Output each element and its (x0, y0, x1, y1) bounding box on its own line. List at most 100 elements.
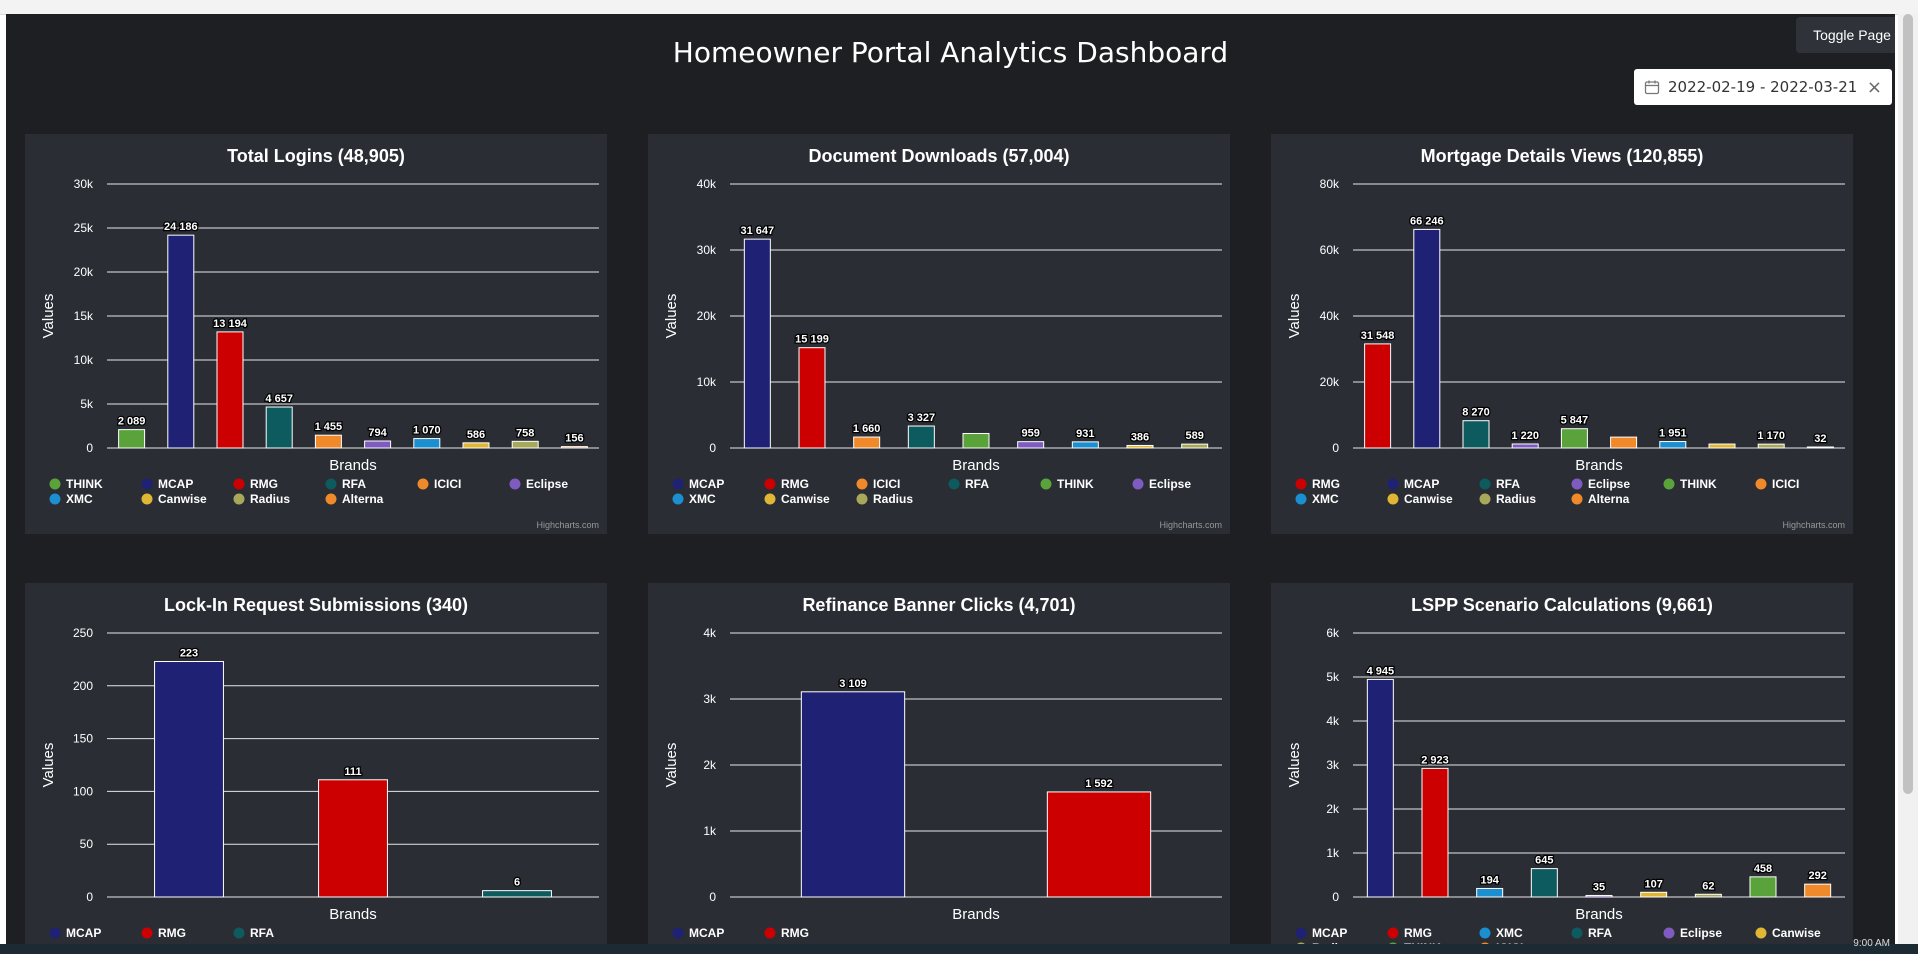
legend-marker-canwise[interactable] (141, 493, 153, 505)
scrollbar-thumb[interactable] (1903, 14, 1913, 794)
legend-marker-eclipse[interactable] (1571, 478, 1583, 490)
bar-mcap[interactable] (167, 234, 195, 449)
legend-marker-rmg[interactable] (1295, 478, 1307, 490)
bar-xmc[interactable] (413, 438, 441, 449)
bar-mcap[interactable] (154, 661, 224, 898)
bar-rmg[interactable] (1364, 343, 1392, 449)
legend-marker-xmc[interactable] (672, 493, 684, 505)
legend-marker-rfa[interactable] (948, 478, 960, 490)
legend-marker-rmg[interactable] (764, 927, 776, 939)
legend-marker-eclipse[interactable] (1132, 478, 1144, 490)
bar-canwise[interactable] (1126, 444, 1154, 449)
bar-icici[interactable] (1804, 883, 1832, 898)
bar-think[interactable] (1560, 428, 1588, 449)
data-label: 4 945 (1367, 665, 1395, 677)
bar-icici[interactable] (314, 434, 342, 449)
legend-marker-rfa[interactable] (1479, 478, 1491, 490)
legend-marker-eclipse[interactable] (1663, 927, 1675, 939)
legend-item-think: THINK (1057, 477, 1094, 491)
legend-marker-rmg[interactable] (141, 927, 153, 939)
y-tick-label: 40k (697, 177, 717, 191)
legend-marker-icici[interactable] (856, 478, 868, 490)
legend-marker-radius[interactable] (233, 493, 245, 505)
bar-think[interactable] (962, 432, 990, 449)
legend-item-think: THINK (66, 477, 103, 491)
bar-think[interactable] (118, 429, 146, 449)
legend-marker-rfa[interactable] (1571, 927, 1583, 939)
bar-canwise[interactable] (1640, 891, 1668, 898)
legend-marker-think[interactable] (49, 478, 61, 490)
bar-icici[interactable] (853, 436, 881, 449)
legend-marker-alterna[interactable] (1571, 493, 1583, 505)
bar-rfa[interactable] (1462, 420, 1490, 449)
bar-rmg[interactable] (1421, 767, 1449, 898)
bar-alterna[interactable] (560, 446, 588, 449)
bar-rmg[interactable] (318, 779, 388, 898)
legend-marker-mcap[interactable] (1295, 927, 1307, 939)
bar-think[interactable] (1749, 876, 1777, 898)
bar-rmg[interactable] (1046, 791, 1152, 898)
bar-rfa[interactable] (1530, 868, 1558, 898)
legend-marker-mcap[interactable] (1387, 478, 1399, 490)
bar-radius[interactable] (511, 440, 539, 449)
legend-item-alterna: Alterna (342, 492, 384, 506)
clear-date-icon[interactable]: × (1866, 76, 1882, 98)
bar-radius[interactable] (1181, 443, 1209, 449)
bar-rmg[interactable] (798, 347, 826, 449)
legend-marker-icici[interactable] (1755, 478, 1767, 490)
y-tick-label: 250 (73, 626, 93, 640)
bar-xmc[interactable] (1659, 441, 1687, 449)
legend-marker-think[interactable] (1663, 478, 1675, 490)
bar-xmc[interactable] (1476, 887, 1504, 898)
legend-marker-mcap[interactable] (672, 927, 684, 939)
bar-mcap[interactable] (1366, 678, 1394, 898)
legend-marker-radius[interactable] (1479, 493, 1491, 505)
legend-marker-rfa[interactable] (233, 927, 245, 939)
bar-icici[interactable] (1610, 436, 1638, 449)
legend-marker-canwise[interactable] (1387, 493, 1399, 505)
legend-marker-canwise[interactable] (1755, 927, 1767, 939)
legend-marker-rfa[interactable] (325, 478, 337, 490)
page-scrollbar[interactable] (1898, 14, 1918, 948)
bar-rfa[interactable] (265, 406, 293, 449)
legend-marker-mcap[interactable] (49, 927, 61, 939)
bar-eclipse[interactable] (364, 440, 392, 449)
legend-item-canwise: Canwise (781, 492, 830, 506)
legend-marker-rmg[interactable] (764, 478, 776, 490)
bar-rmg[interactable] (216, 331, 244, 449)
data-label: 223 (180, 648, 198, 660)
bar-eclipse[interactable] (1511, 443, 1539, 449)
bar-mcap[interactable] (1413, 228, 1441, 449)
bar-radius[interactable] (1757, 443, 1785, 449)
bar-rfa[interactable] (907, 425, 935, 449)
legend-marker-xmc[interactable] (1295, 493, 1307, 505)
legend-marker-mcap[interactable] (672, 478, 684, 490)
legend-marker-radius[interactable] (856, 493, 868, 505)
bar-mcap[interactable] (743, 238, 771, 449)
bar-rfa[interactable] (482, 890, 552, 898)
legend-marker-xmc[interactable] (1479, 927, 1491, 939)
bar-mcap[interactable] (800, 691, 906, 898)
legend-marker-alterna[interactable] (325, 493, 337, 505)
legend-marker-think[interactable] (1040, 478, 1052, 490)
date-range-picker[interactable]: 2022-02-19 - 2022-03-21 × (1634, 69, 1892, 105)
legend-marker-xmc[interactable] (49, 493, 61, 505)
legend-marker-eclipse[interactable] (509, 478, 521, 490)
x-axis-label: Brands (1575, 457, 1623, 474)
bar-canwise[interactable] (462, 442, 490, 449)
bar-eclipse[interactable] (1017, 441, 1045, 449)
chart-svg: Total Logins (48,905) 0 5k 10k 15k 20k 25k 30k V… (40, 146, 599, 530)
legend-item-canwise: Canwise (1404, 492, 1453, 506)
toggle-page-button[interactable]: Toggle Page (1796, 17, 1895, 53)
bar-alterna[interactable] (1806, 446, 1834, 449)
legend-marker-icici[interactable] (417, 478, 429, 490)
legend-marker-canwise[interactable] (764, 493, 776, 505)
bar-canwise[interactable] (1708, 443, 1736, 449)
bar-eclipse[interactable] (1585, 894, 1613, 898)
legend-marker-mcap[interactable] (141, 478, 153, 490)
legend-marker-rmg[interactable] (233, 478, 245, 490)
y-tick-label: 5k (1326, 670, 1340, 684)
bar-radius[interactable] (1694, 893, 1722, 898)
legend-marker-rmg[interactable] (1387, 927, 1399, 939)
bar-xmc[interactable] (1071, 441, 1099, 449)
